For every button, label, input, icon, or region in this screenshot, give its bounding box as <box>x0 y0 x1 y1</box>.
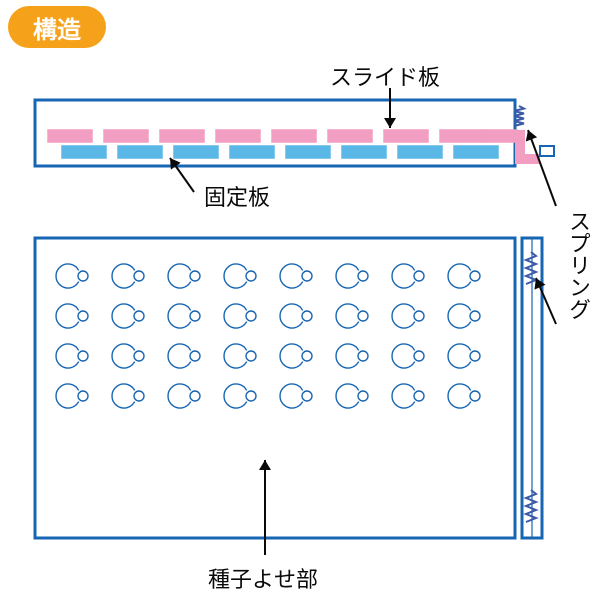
diagram-canvas <box>0 0 600 600</box>
